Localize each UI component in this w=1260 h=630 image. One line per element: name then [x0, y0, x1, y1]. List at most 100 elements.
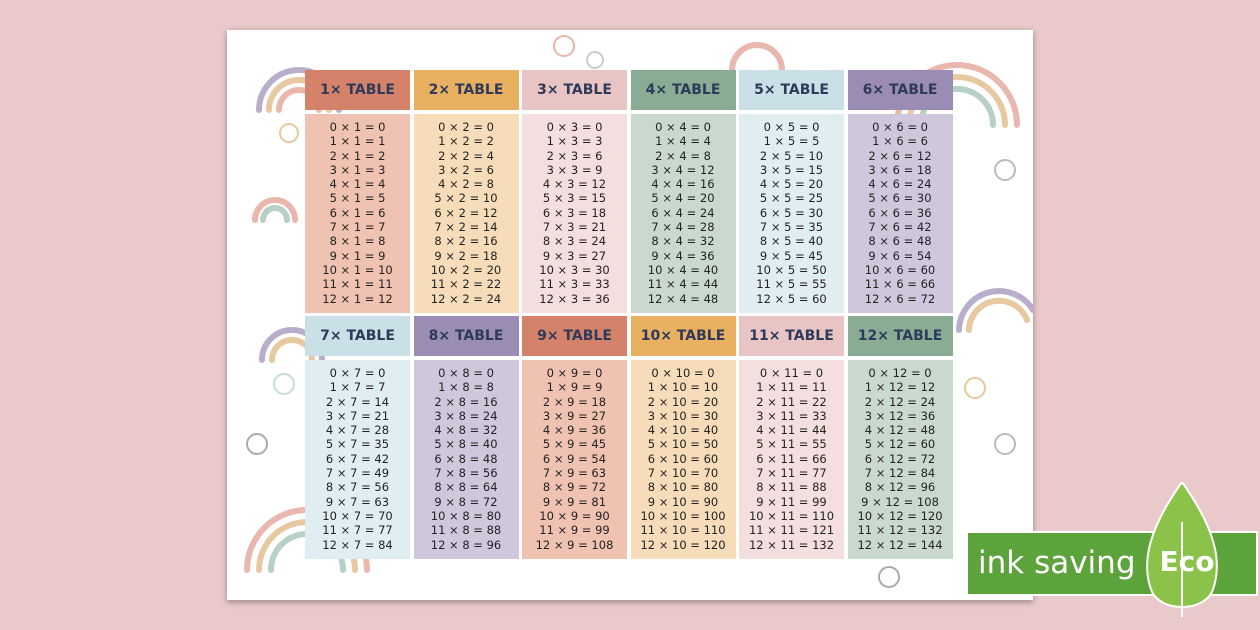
table-row: 3 × 6 = 18 [868, 162, 932, 177]
table-row: 8 × 6 = 48 [868, 234, 932, 249]
table-row: 11 × 3 = 33 [539, 277, 610, 292]
table-header: 7× TABLE [305, 316, 410, 356]
table-row: 0 × 11 = 0 [759, 366, 824, 380]
table-row: 8 × 10 = 80 [647, 480, 719, 495]
table-row: 1 × 8 = 8 [438, 380, 494, 395]
table-row: 7 × 7 = 49 [325, 466, 390, 481]
table-row: 8 × 11 = 88 [756, 480, 827, 495]
table-row: 5 × 12 = 60 [864, 437, 936, 452]
table-row: 2 × 9 = 18 [542, 394, 607, 409]
table-row: 8 × 7 = 56 [325, 480, 390, 495]
table-header: 10× TABLE [630, 316, 736, 356]
table-row: 8 × 2 = 16 [434, 234, 498, 249]
table-row: 10 × 3 = 30 [539, 262, 610, 277]
table-row: 11 × 8 = 88 [430, 523, 502, 538]
table-row: 9 × 5 = 45 [759, 248, 824, 263]
table-row: 9 × 3 = 27 [542, 248, 607, 263]
table-row: 9 × 10 = 90 [647, 494, 719, 509]
table-row: 6 × 8 = 48 [434, 451, 498, 466]
table-row: 12 × 1 = 12 [322, 291, 393, 306]
table-row: 8 × 8 = 64 [434, 480, 498, 495]
table-row: 4 × 9 = 36 [542, 423, 607, 438]
table-row: 8 × 4 = 32 [651, 234, 715, 249]
table-row: 7 × 6 = 42 [868, 220, 932, 235]
table-row: 7 × 11 = 77 [756, 466, 827, 481]
table-row: 10 × 2 = 20 [430, 262, 502, 277]
table-row: 10 × 12 = 120 [857, 508, 943, 523]
table-row: 3 × 5 = 15 [759, 162, 824, 177]
table-row: 3 × 11 = 33 [756, 408, 827, 423]
table-header: 8× TABLE [413, 316, 519, 356]
table-row: 2 × 1 = 2 [329, 148, 386, 163]
table-row: 0 × 4 = 0 [655, 120, 711, 134]
table-header: 9× TABLE [522, 316, 627, 356]
table-row: 10 × 1 = 10 [322, 262, 393, 277]
table-header: 2× TABLE [413, 70, 519, 110]
table-row: 2 × 6 = 12 [868, 148, 932, 163]
table-header: 6× TABLE [847, 70, 953, 110]
table-row: 11 × 10 = 110 [640, 523, 726, 538]
table-row: 5 × 1 = 5 [329, 191, 386, 206]
table-row: 12 × 5 = 60 [756, 291, 827, 306]
table-row: 0 × 9 = 0 [546, 366, 603, 380]
table-row: 12 × 6 = 72 [864, 291, 936, 306]
table-row: 4 × 7 = 28 [325, 423, 390, 438]
table-row: 3 × 4 = 12 [651, 162, 715, 177]
table-row: 4 × 12 = 48 [864, 423, 936, 438]
table-row: 6 × 1 = 6 [329, 205, 386, 220]
table-row: 9 × 12 = 108 [861, 494, 939, 509]
table-row: 12 × 2 = 24 [430, 291, 502, 306]
table-row: 2 × 5 = 10 [759, 148, 824, 163]
table-row: 12 × 11 = 132 [748, 537, 835, 552]
table-row: 2 × 4 = 8 [655, 148, 711, 163]
table-row: 10 × 8 = 80 [430, 508, 502, 523]
table-row: 10 × 7 = 70 [322, 508, 393, 523]
table-row: 12 × 9 = 108 [535, 537, 614, 552]
table-row: 5 × 8 = 40 [434, 437, 498, 452]
table-header: 11× TABLE [739, 316, 844, 356]
circles [246, 35, 1016, 588]
table-row: 11 × 4 = 44 [647, 277, 719, 292]
table-row: 11 × 12 = 132 [857, 523, 943, 538]
table-row: 4 × 1 = 4 [329, 177, 386, 192]
table-row: 1 × 9 = 9 [546, 380, 603, 395]
table-row: 6 × 2 = 12 [434, 205, 498, 220]
table-row: 7 × 3 = 21 [542, 220, 607, 235]
table-row: 4 × 6 = 24 [868, 177, 932, 192]
table-row: 7 × 2 = 14 [434, 220, 498, 235]
table-row: 6 × 4 = 24 [651, 205, 715, 220]
table-row: 2 × 8 = 16 [434, 394, 498, 409]
leaf [1146, 482, 1218, 617]
table-row: 2 × 3 = 6 [546, 148, 603, 163]
table-row: 2 × 10 = 20 [647, 394, 719, 409]
table-row: 9 × 4 = 36 [651, 248, 715, 263]
table-row: 3 × 1 = 3 [329, 162, 386, 177]
table-row: 4 × 11 = 44 [756, 423, 827, 438]
table-row: 5 × 2 = 10 [434, 191, 498, 206]
table-row: 11 × 7 = 77 [322, 523, 393, 538]
table-row: 3 × 10 = 30 [647, 408, 719, 423]
table-row: 1 × 12 = 12 [864, 380, 936, 395]
table-row: 9 × 8 = 72 [434, 494, 498, 509]
table-row: 3 × 3 = 9 [546, 162, 603, 177]
table-row: 9 × 2 = 18 [434, 248, 498, 263]
table-row: 0 × 8 = 0 [438, 366, 494, 380]
table-row: 2 × 12 = 24 [864, 394, 936, 409]
table-row: 2 × 2 = 4 [438, 148, 494, 163]
table-header: 12× TABLE [847, 316, 953, 356]
table-row: 10 × 4 = 40 [647, 262, 719, 277]
table-row: 6 × 5 = 30 [759, 205, 824, 220]
table-row: 0 × 10 = 0 [651, 366, 715, 380]
table-row: 10 × 5 = 50 [756, 262, 827, 277]
table-row: 1 × 7 = 7 [329, 380, 386, 395]
table-row: 8 × 9 = 72 [542, 480, 607, 495]
table-row: 0 × 1 = 0 [329, 120, 386, 134]
table-row: 6 × 7 = 42 [325, 451, 390, 466]
table-row: 4 × 8 = 32 [434, 423, 498, 438]
table-row: 1 × 6 = 6 [872, 134, 928, 149]
